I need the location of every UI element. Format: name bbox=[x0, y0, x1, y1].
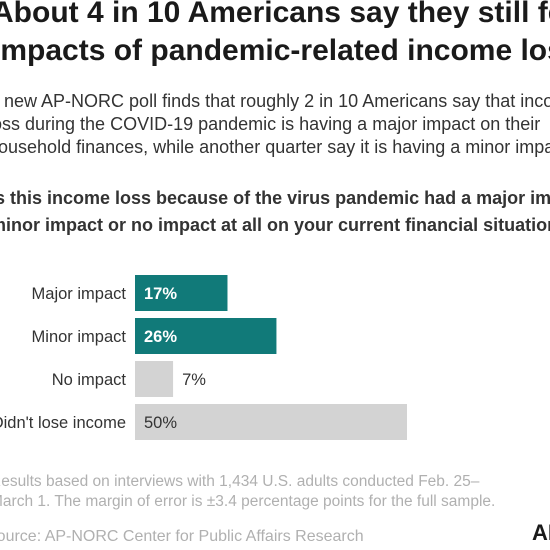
survey-question: Is this income loss because of the virus… bbox=[0, 185, 550, 239]
question-line-1: Is this income loss because of the virus… bbox=[0, 188, 550, 208]
note-line-2: March 1. The margin of error is ±3.4 per… bbox=[0, 493, 496, 510]
subtitle-line-1: A new AP-NORC poll finds that roughly 2 … bbox=[0, 91, 550, 111]
chart-title: About 4 in 10 Americans say they still f… bbox=[0, 0, 550, 70]
subtitle-line-3: household finances, while another quarte… bbox=[0, 137, 550, 157]
value-label: 17% bbox=[144, 285, 177, 303]
category-label: No impact bbox=[52, 371, 127, 389]
chart-title-line-2: impacts of pandemic-related income loss bbox=[0, 34, 550, 67]
ap-logo: AP bbox=[532, 520, 550, 545]
chart-title-line-1: About 4 in 10 Americans say they still f… bbox=[0, 0, 550, 29]
value-label: 7% bbox=[182, 371, 206, 389]
chart-subtitle: A new AP-NORC poll finds that roughly 2 … bbox=[0, 90, 550, 159]
bar bbox=[135, 318, 277, 354]
bar-chart: Major impact 17% Minor impact 26% No impact 7… bbox=[0, 275, 407, 440]
question-line-2: minor impact or no impact at all on your… bbox=[0, 215, 550, 235]
methodology-note: Results based on interviews with 1,434 U… bbox=[0, 472, 550, 512]
category-label: Major impact bbox=[32, 285, 127, 303]
bar bbox=[135, 361, 174, 397]
value-label: 50% bbox=[144, 414, 177, 432]
note-line-1: Results based on interviews with 1,434 U… bbox=[0, 473, 480, 490]
bar bbox=[135, 275, 228, 311]
category-label: Minor impact bbox=[32, 328, 127, 346]
source-note: Source: AP-NORC Center for Public Affair… bbox=[0, 528, 364, 545]
value-label: 26% bbox=[144, 328, 177, 346]
bar bbox=[135, 404, 407, 440]
category-label: Didn't lose income bbox=[0, 414, 126, 432]
subtitle-line-2: loss during the COVID-19 pandemic is hav… bbox=[0, 114, 541, 134]
